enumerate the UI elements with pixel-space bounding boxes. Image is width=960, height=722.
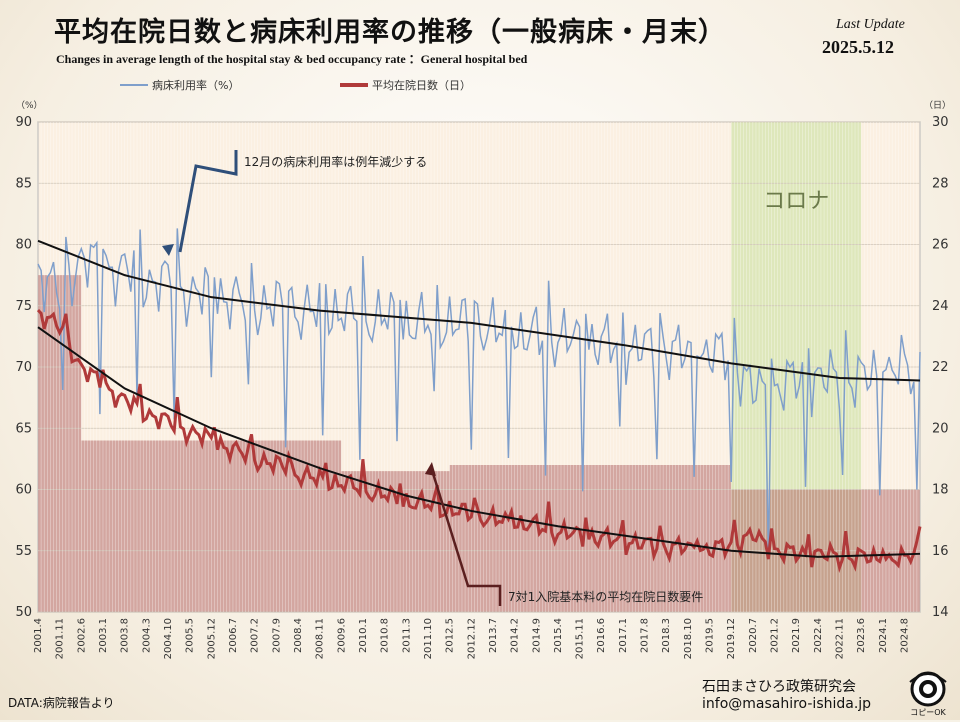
x-axis-tick: 2001.11: [55, 618, 66, 659]
x-axis-tick: 2008.11: [315, 618, 326, 659]
left-axis-tick: 90: [15, 115, 32, 130]
organization-name: 石田まさひろ政策研究会: [702, 679, 856, 695]
x-axis-tick: 2004.3: [141, 618, 152, 653]
left-axis-tick: 60: [15, 483, 32, 498]
data-source: DATA:病院報告より: [8, 696, 115, 710]
series-stay-line: [36, 309, 922, 573]
right-axis-tick: 24: [932, 299, 949, 314]
annotation-2-arrowhead: [424, 462, 436, 476]
x-axis-tick: 2011.3: [401, 618, 412, 653]
last-update-label: Last Update: [836, 17, 905, 32]
x-axis-tick: 2021.9: [791, 618, 802, 653]
left-axis-tick: 50: [15, 605, 32, 620]
x-axis-tick: 2003.1: [98, 618, 109, 653]
x-axis-tick: 2007.2: [250, 618, 261, 653]
trend-line-left: [37, 239, 921, 382]
right-axis-tick: 22: [932, 360, 949, 375]
trend-line-right: [37, 326, 921, 558]
x-axis-tick: 2017.1: [618, 618, 629, 653]
x-axis-tick: 2012.12: [466, 618, 477, 659]
legend-stay-swatch: [340, 83, 368, 87]
x-axis-tick: 2018.3: [661, 618, 672, 653]
right-axis-tick: 28: [932, 176, 949, 191]
annotation-1-text: 12月の病床利用率は例年減少する: [244, 154, 427, 169]
legend-occupancy-swatch: [120, 84, 148, 86]
left-axis-tick: 75: [15, 299, 32, 314]
x-axis-tick: 2012.5: [445, 618, 456, 653]
x-axis-tick: 2007.9: [271, 618, 282, 653]
x-axis-tick: 2024.8: [900, 618, 911, 653]
x-axis-tick: 2021.2: [770, 618, 781, 653]
annotation-1-arrow: [178, 150, 238, 253]
legend-occupancy: 病床利用率（%）: [120, 77, 239, 93]
left-axis-tick: 55: [15, 544, 32, 559]
x-axis-tick: 2020.7: [748, 618, 759, 653]
legend-occupancy-label: 病床利用率（%）: [152, 79, 240, 92]
x-axis-tick: 2006.7: [228, 618, 239, 653]
x-axis-tick: 2004.10: [163, 618, 174, 659]
legend-stay-label: 平均在院日数（日）: [372, 79, 471, 92]
x-axis-tick: 2010.8: [380, 618, 391, 653]
right-axis-tick: 14: [932, 605, 949, 620]
x-axis-tick: 2017.8: [640, 618, 651, 653]
x-axis-tick: 2015.4: [553, 618, 564, 653]
x-axis-tick: 2001.4: [33, 618, 44, 653]
page-subtitle: Changes in average length of the hospita…: [56, 52, 528, 66]
right-axis-unit: （日）: [924, 100, 951, 111]
left-axis-tick: 85: [15, 176, 32, 191]
x-axis-tick: 2008.4: [293, 618, 304, 653]
right-axis-tick: 16: [932, 544, 949, 559]
corona-label: コロナ: [763, 189, 829, 214]
right-axis-tick: 20: [932, 421, 949, 436]
contact-email: info@masahiro-ishida.jp: [702, 696, 872, 712]
last-update-date: 2025.5.12: [822, 37, 894, 57]
x-axis-tick: 2002.6: [76, 618, 87, 653]
x-axis-tick: 2022.11: [835, 618, 846, 659]
copy-ok-label: コピーOK: [910, 708, 946, 717]
page-title: 平均在院日数と病床利用率の推移（一般病床・月末）: [54, 17, 726, 48]
x-axis-tick: 2023.6: [856, 618, 867, 653]
x-axis-tick: 2014.2: [510, 618, 521, 653]
x-axis-tick: 2024.1: [878, 618, 889, 653]
x-axis-tick: 2011.10: [423, 618, 434, 659]
x-axis-tick: 2005.12: [206, 618, 217, 659]
right-axis-tick: 30: [932, 115, 949, 130]
left-axis-unit: （%）: [16, 100, 43, 111]
left-axis-tick: 65: [15, 421, 32, 436]
legend-stay: 平均在院日数（日）: [340, 77, 471, 93]
x-axis-tick: 2019.12: [726, 618, 737, 659]
x-axis-tick: 2014.9: [531, 618, 542, 653]
x-axis-tick: 2016.6: [596, 618, 607, 653]
left-axis-tick: 80: [15, 238, 32, 253]
annotation-1-arrowhead: [161, 244, 174, 256]
x-axis-tick: 2010.1: [358, 618, 369, 653]
copy-ok-badge: コピーOK: [900, 668, 956, 718]
series-occupancy-line: [37, 228, 921, 556]
x-axis-tick: 2019.5: [705, 618, 716, 653]
annotation-2-text: 7対1入院基本料の平均在院日数要件: [508, 589, 703, 604]
x-axis-tick: 2015.11: [575, 618, 586, 659]
x-axis-tick: 2022.4: [813, 618, 824, 653]
x-axis-tick: 2009.6: [336, 618, 347, 653]
right-axis-tick: 26: [932, 238, 949, 253]
left-axis-tick: 70: [15, 360, 32, 375]
right-axis-tick: 18: [932, 483, 949, 498]
x-axis-tick: 2013.7: [488, 618, 499, 653]
x-axis-tick: 2005.5: [185, 618, 196, 653]
annotation-2-arrow: [430, 469, 502, 606]
x-axis-tick: 2003.8: [120, 618, 131, 653]
x-axis-tick: 2018.10: [683, 618, 694, 659]
